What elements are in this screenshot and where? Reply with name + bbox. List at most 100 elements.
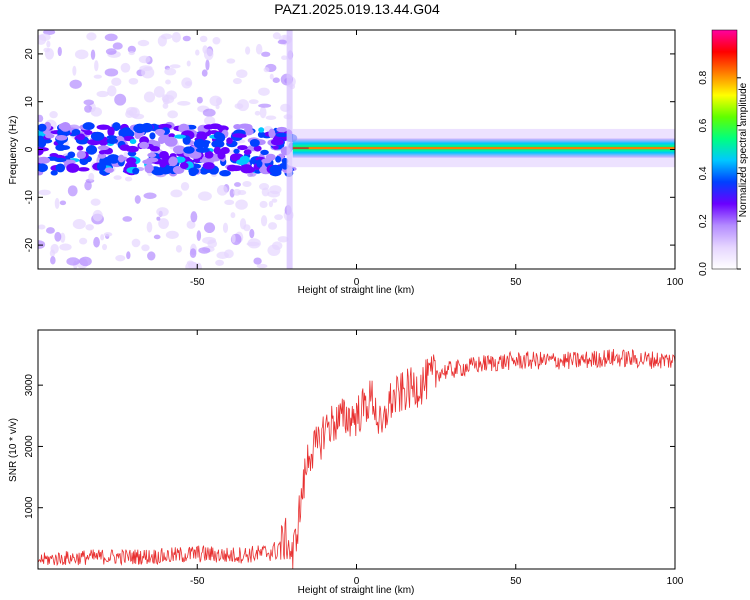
heatmap-noise-blob <box>172 145 186 154</box>
heatmap-noise-blob <box>84 130 93 136</box>
heatmap-noise-blob <box>96 124 111 130</box>
top-x-tick-label: 100 <box>667 277 684 288</box>
heatmap-noise-blob <box>269 164 282 175</box>
heatmap-noise-blob <box>49 249 56 257</box>
heatmap-noise-blob <box>199 35 208 43</box>
heatmap-noise-blob <box>256 263 268 269</box>
heatmap-noise-blob <box>185 261 199 269</box>
heatmap-noise-blob <box>156 216 161 221</box>
heatmap-noise-blob <box>133 123 147 134</box>
heatmap-noise-blob <box>143 192 157 200</box>
heatmap-noise-blob <box>158 218 169 229</box>
heatmap-noise-blob <box>83 99 95 106</box>
heatmap-noise-blob <box>66 163 80 173</box>
top-x-axis-title: Height of straight line (km) <box>298 285 415 296</box>
heatmap-noise-blob <box>255 43 263 55</box>
heatmap-noise-blob <box>38 114 44 123</box>
heatmap-noise-blob <box>261 51 271 57</box>
heatmap-noise-blob <box>129 138 137 145</box>
heatmap-noise-blob <box>247 238 261 249</box>
heatmap-noise-blob <box>147 251 156 261</box>
heatmap-noise-blob <box>220 147 230 155</box>
top-y-tick-label: 0 <box>24 146 35 152</box>
heatmap-noise-blob <box>182 35 191 42</box>
heatmap-noise-blob <box>260 215 268 227</box>
heatmap-noise-blob <box>179 162 189 170</box>
heatmap-noise-blob <box>38 224 46 230</box>
heatmap-noise-blob <box>258 127 265 133</box>
heatmap-noise-blob <box>239 218 247 230</box>
heatmap-noise-blob <box>55 134 68 141</box>
heatmap-noise-blob <box>126 251 131 260</box>
heatmap-noise-blob <box>104 68 119 77</box>
heatmap-noise-blob <box>186 220 196 229</box>
heatmap-noise-blob <box>131 238 141 248</box>
heatmap-noise-blob <box>168 156 178 167</box>
heatmap-noise-blob <box>149 132 156 140</box>
heatmap-noise-blob <box>123 151 129 159</box>
heatmap-noise-blob <box>242 181 252 188</box>
heatmap-noise-blob <box>259 200 268 209</box>
heatmap-noise-blob <box>173 134 186 139</box>
bottom-y-tick-label: 1000 <box>24 496 35 519</box>
heatmap-noise-blob <box>59 200 67 206</box>
heatmap-noise-blob <box>139 65 153 72</box>
heatmap-noise-blob <box>107 85 117 97</box>
heatmap-noise-blob <box>203 222 216 234</box>
heatmap-vertical-stripe <box>286 30 293 269</box>
heatmap-noise-blob <box>162 102 169 109</box>
heatmap-noise-blob <box>249 228 255 239</box>
heatmap-noise-blob <box>258 103 272 108</box>
heatmap-noise-blob <box>153 234 161 240</box>
heatmap-noise-blob <box>224 199 235 206</box>
heatmap-noise-blob <box>38 123 47 132</box>
heatmap-noise-blob <box>169 64 181 69</box>
heatmap-noise-blob <box>268 128 276 139</box>
heatmap-noise-blob <box>38 139 47 148</box>
heatmap-noise-blob <box>175 245 182 253</box>
heatmap-noise-blob <box>106 137 119 145</box>
heatmap-noise-blob <box>226 137 233 145</box>
heatmap-noise-blob <box>277 39 288 45</box>
heatmap-noise-blob <box>164 67 177 76</box>
heatmap-noise-blob <box>234 182 242 187</box>
heatmap-noise-blob <box>112 122 121 131</box>
heatmap-noise-blob <box>167 110 179 119</box>
heatmap-noise-blob <box>45 227 55 234</box>
heatmap-noise-blob <box>190 211 198 223</box>
heatmap-noise-blob <box>169 153 177 158</box>
heatmap-noise-blob <box>54 231 62 242</box>
heatmap-noise-blob <box>233 123 242 130</box>
heatmap-noise-blob <box>226 58 236 64</box>
heatmap-noise-blob <box>82 122 95 130</box>
heatmap-noise-blob <box>207 239 218 248</box>
heatmap-noise-blob <box>92 209 103 222</box>
heatmap-noise-blob <box>196 96 203 104</box>
heatmap-noise-blob <box>100 234 105 241</box>
heatmap-noise-blob <box>104 167 114 173</box>
heatmap-noise-blob <box>147 152 157 158</box>
colorbar-gradient <box>711 29 738 270</box>
page-title: PAZ1.2025.019.13.44.G04 <box>274 1 440 17</box>
heatmap-noise-blob <box>171 31 181 43</box>
heatmap-noise-blob <box>90 107 103 117</box>
heatmap-noise-blob <box>209 95 222 107</box>
heatmap-noise-blob <box>197 191 212 201</box>
heatmap-noise-blob <box>188 170 197 177</box>
heatmap-noise-blob <box>235 199 248 210</box>
top-y-tick-label: -20 <box>24 237 35 252</box>
heatmap-noise-blob <box>154 128 166 136</box>
heatmap-noise-blob <box>114 93 127 106</box>
heatmap-noise-blob <box>96 90 109 98</box>
heatmap-noise-blob <box>60 121 71 132</box>
heatmap-noise-blob <box>204 116 216 126</box>
heatmap-noise-blob <box>276 126 288 133</box>
bottom-y-axis-title: SNR (10 * v/v) <box>8 418 19 482</box>
heatmap-noise-blob <box>146 221 153 233</box>
heatmap-noise-blob <box>184 81 192 86</box>
heatmap-noise-blob <box>76 133 86 141</box>
heatmap-noise-blob <box>204 150 214 159</box>
heatmap-noise-blob <box>90 131 105 141</box>
heatmap-noise-blob <box>156 207 169 217</box>
heatmap-noise-blob <box>196 131 208 141</box>
